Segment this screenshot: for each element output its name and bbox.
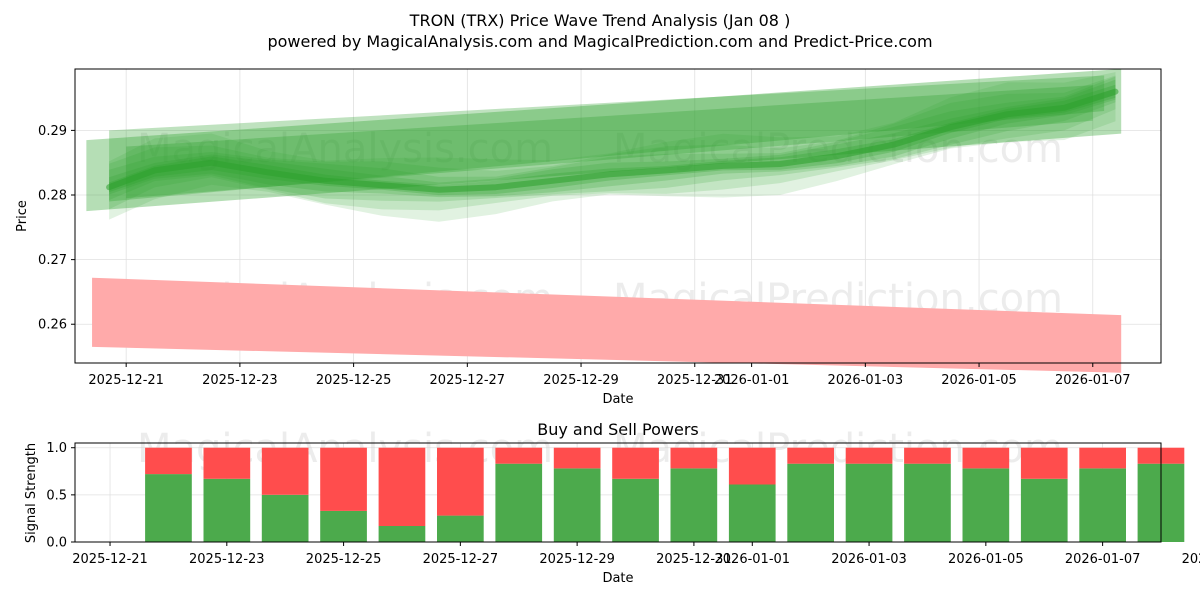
price-x-tick-label: 2026-01-05 [941,373,1017,388]
power-x-tick-label: 2026-01-01 [715,552,791,567]
buy-bar [962,468,1010,542]
buy-bar [145,474,192,542]
price-x-tick-label: 2025-12-31 [657,373,733,388]
sell-bar [787,447,834,464]
price-x-label: Date [602,392,633,407]
power-y-tick-label: 1.0 [46,441,67,456]
buy-bar [437,515,484,542]
buy-bar [495,463,543,542]
sell-bar [320,447,367,511]
price-x-tick-label: 2026-01-03 [828,373,904,388]
green-wave-center [106,88,1119,193]
power-title: Buy and Sell Powers [537,420,699,439]
power-y-label: Signal Strength [24,443,39,543]
power-y-tick-label: 0.0 [46,536,67,551]
buy-bar [612,478,659,542]
green-wave-layer [109,76,1116,202]
sell-bar [145,447,192,475]
power-x-tick-label: 2026-01-05 [948,552,1024,567]
buy-bar [670,468,718,542]
buy-bar [728,484,776,542]
power-panel: Buy and Sell Powers MagicalAnalysis.com … [24,420,1200,586]
sell-bar [1020,447,1068,479]
buy-bar [203,478,251,542]
power-y-tick-label: 0.5 [46,488,67,503]
sell-bar [261,447,309,495]
sell-bar [612,447,659,479]
power-x-tick-label: 2025-12-21 [72,552,148,567]
sell-bar [495,447,543,464]
sell-bar [1079,447,1126,469]
buy-bar [320,510,367,542]
sell-bar [670,447,718,469]
sell-bar [378,447,426,526]
buy-bar [904,463,951,542]
buy-bar [1079,468,1126,542]
sell-bar [962,447,1010,469]
power-x-label: Date [602,571,633,586]
price-x-tick-label: 2026-01-07 [1055,373,1131,388]
price-x-ticks: 2025-12-21 2025-12-23 2025-12-25 2025-12-27… [88,363,1131,388]
sell-bar [553,447,601,469]
sell-bar [904,447,951,464]
price-axes-frame [74,68,1162,364]
green-wave-layer [109,75,1116,211]
buy-bar [261,494,309,542]
price-series [86,69,1122,373]
price-x-tick-label: 2025-12-23 [202,373,278,388]
price-x-tick-label: 2025-12-27 [430,373,506,388]
power-x-ticks: 2025-12-21 2025-12-23 2025-12-25 2025-12-27… [72,542,1200,567]
price-y-label: Price [15,200,30,232]
green-trend-band [86,69,1122,212]
power-x-tick-label: 2025-12-23 [189,552,265,567]
power-x-tick-label: 2026-01-03 [831,552,907,567]
price-x-tick-label: 2025-12-21 [88,373,164,388]
sell-bar [437,447,484,516]
sell-bar [728,447,776,485]
buy-bar [553,468,601,542]
green-trend-band [126,85,1093,199]
power-x-tick-label: 2026-01-07 [1065,552,1141,567]
price-x-tick-label: 2025-12-25 [316,373,392,388]
buy-bar [378,526,426,542]
price-x-tick-label: 2026-01-01 [714,373,790,388]
sell-bar [203,447,251,479]
price-y-tick-label: 0.28 [38,189,67,204]
green-trend-band [109,75,1105,202]
price-y-tick-label: 0.27 [38,253,67,268]
price-y-tick-label: 0.29 [38,124,67,139]
sell-bar [845,447,893,464]
power-x-tick-label: 2025-12-31 [656,552,732,567]
price-y-ticks: 0.26 0.27 0.28 0.29 [38,124,75,333]
power-axes-frame [74,442,1162,543]
power-x-tick-label: 2025-12-29 [539,552,615,567]
power-x-tick-label: 2026-01-09 [1182,552,1200,567]
power-x-tick-label: 2025-12-27 [423,552,499,567]
price-panel: MagicalAnalysis.com MagicalPrediction.co… [15,68,1162,407]
chart-subtitle: powered by MagicalAnalysis.com and Magic… [267,32,932,51]
red-trend-band [92,277,1122,373]
chart-title: TRON (TRX) Price Wave Trend Analysis (Ja… [409,11,791,30]
watermark-prediction-top: MagicalPrediction.com [613,126,1063,172]
power-y-ticks: 0.0 0.5 1.0 [46,441,75,551]
buy-bar [787,463,834,542]
price-y-tick-label: 0.26 [38,318,67,333]
buy-bar [845,463,893,542]
price-x-tick-label: 2025-12-29 [543,373,619,388]
power-x-tick-label: 2025-12-25 [306,552,382,567]
buy-bar [1020,478,1068,542]
